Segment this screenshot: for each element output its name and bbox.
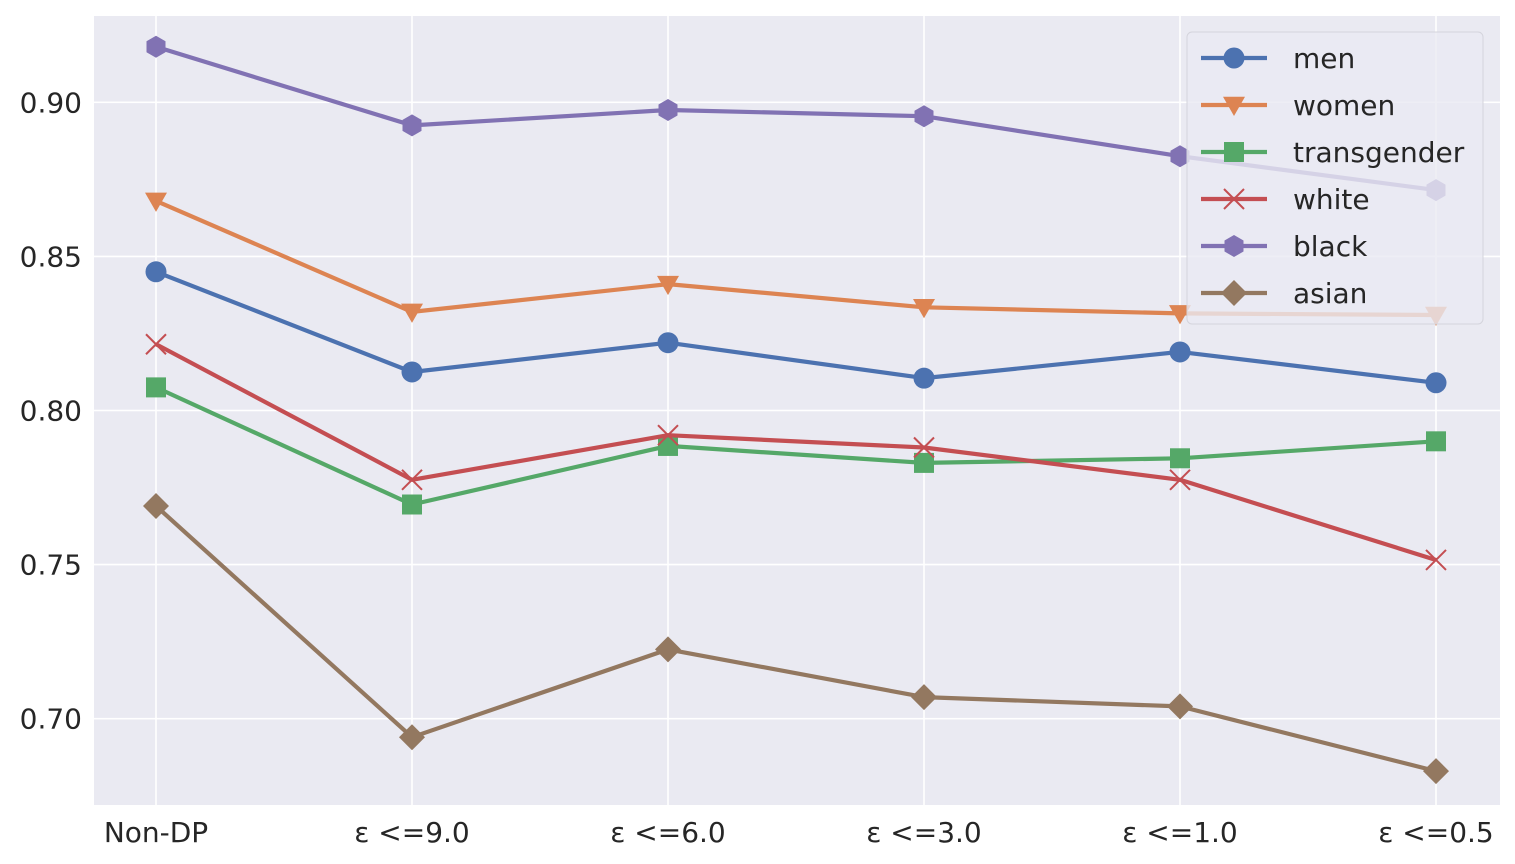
legend: men women transgender white black asian xyxy=(1186,31,1484,325)
data-point-transgender xyxy=(1426,431,1446,452)
legend-label: asian xyxy=(1293,277,1367,310)
data-point-women xyxy=(145,192,167,212)
data-point-white xyxy=(1169,469,1191,491)
data-point-women xyxy=(913,299,935,319)
legend-item-asian: asian xyxy=(1201,277,1367,310)
y-tick-label: 0.85 xyxy=(20,240,82,273)
series-line-transgender xyxy=(155,385,1437,507)
x-tick-label: ε <=3.0 xyxy=(866,816,982,849)
series-line-white xyxy=(155,342,1437,563)
x-tick-label: ε <=0.5 xyxy=(1378,816,1494,849)
y-tick-label: 0.70 xyxy=(20,703,82,736)
data-point-asian xyxy=(399,724,425,751)
data-point-black xyxy=(146,35,166,58)
data-point-transgender xyxy=(146,377,166,398)
data-point-men xyxy=(145,261,167,283)
legend-label: white xyxy=(1293,183,1370,216)
data-point-white xyxy=(401,469,423,491)
legend-label: women xyxy=(1293,89,1395,122)
data-point-transgender xyxy=(914,452,934,473)
legend-item-white: white xyxy=(1201,183,1370,216)
series-men xyxy=(145,261,1447,394)
data-point-women xyxy=(657,275,679,296)
data-point-men xyxy=(1169,341,1191,363)
data-point-men xyxy=(657,332,679,354)
data-point-men xyxy=(401,361,423,383)
grid xyxy=(94,16,1500,805)
x-tick-label: ε <=1.0 xyxy=(1122,816,1238,849)
data-point-asian xyxy=(1167,693,1193,720)
legend-marker xyxy=(1221,280,1247,306)
data-point-white xyxy=(1425,549,1447,571)
data-point-white xyxy=(657,424,679,446)
legend-label: black xyxy=(1293,230,1368,263)
data-point-white xyxy=(913,436,935,459)
x-tick-label: ε <=6.0 xyxy=(610,816,726,849)
series-asian xyxy=(143,493,1449,785)
data-point-black xyxy=(1170,145,1190,168)
data-point-women xyxy=(1169,305,1191,325)
data-point-black xyxy=(402,114,422,137)
data-point-asian xyxy=(911,684,937,711)
x-tick-label: ε <=9.0 xyxy=(354,816,470,849)
data-point-black xyxy=(914,105,934,128)
legend-item-women: women xyxy=(1201,89,1395,122)
series-transgender xyxy=(146,377,1446,515)
data-point-transgender xyxy=(658,435,678,456)
series-line-asian xyxy=(154,504,1437,774)
data-point-asian xyxy=(655,636,681,663)
series-line-men xyxy=(155,269,1437,385)
y-tick-label: 0.80 xyxy=(20,395,82,428)
data-point-men xyxy=(1425,372,1447,394)
legend-marker xyxy=(1223,47,1245,69)
legend-label: men xyxy=(1293,42,1355,75)
legend-marker xyxy=(1224,235,1244,257)
y-axis: 0.70 0.75 0.80 0.85 0.90 xyxy=(20,86,82,735)
data-point-transgender xyxy=(1170,448,1190,469)
data-point-men xyxy=(913,367,935,389)
legend-item-men: men xyxy=(1201,42,1355,75)
data-point-asian xyxy=(143,493,169,520)
data-point-white xyxy=(145,333,167,355)
legend-label: transgender xyxy=(1293,136,1465,169)
y-tick-label: 0.75 xyxy=(20,549,82,582)
series-white xyxy=(145,333,1447,571)
legend-marker xyxy=(1223,96,1245,116)
y-tick-label: 0.90 xyxy=(20,86,82,119)
series-group xyxy=(143,35,1449,785)
legend-item-black: black xyxy=(1201,230,1368,263)
data-point-women xyxy=(401,303,423,323)
legend-marker xyxy=(1224,142,1244,162)
legend-marker xyxy=(1223,188,1245,210)
data-point-transgender xyxy=(402,494,422,515)
legend-item-transgender: transgender xyxy=(1201,136,1465,169)
x-tick-label: Non-DP xyxy=(104,816,208,849)
data-point-asian xyxy=(1423,758,1449,785)
data-point-black xyxy=(658,99,678,121)
x-axis: Non-DP ε <=9.0 ε <=6.0 ε <=3.0 ε <=1.0 ε <=0.… xyxy=(104,816,1494,849)
